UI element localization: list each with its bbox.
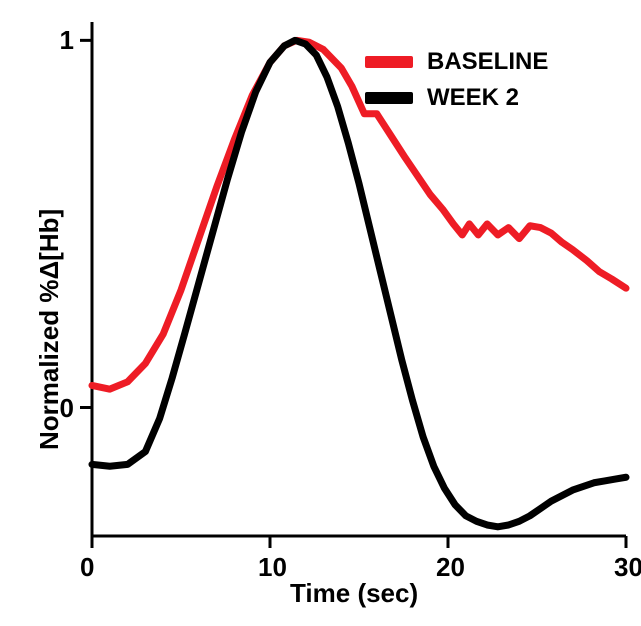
legend-swatch-icon — [365, 92, 413, 104]
x-tick-label: 20 — [436, 552, 465, 583]
x-tick-label: 0 — [80, 552, 94, 583]
legend-swatch-icon — [365, 56, 413, 68]
x-tick-label: 30 — [614, 552, 641, 583]
legend: BASELINE WEEK 2 — [365, 48, 548, 120]
y-tick-label: 0 — [44, 393, 74, 424]
legend-item: WEEK 2 — [365, 84, 548, 112]
legend-item: BASELINE — [365, 48, 548, 76]
chart-container: Normalized %Δ[Hb] Time (sec) 0 1 0 10 20… — [0, 0, 641, 626]
x-tick-label: 10 — [258, 552, 287, 583]
x-axis-label: Time (sec) — [290, 578, 418, 609]
legend-label: BASELINE — [427, 48, 548, 76]
y-tick-label: 1 — [44, 25, 74, 56]
legend-label: WEEK 2 — [427, 84, 519, 112]
